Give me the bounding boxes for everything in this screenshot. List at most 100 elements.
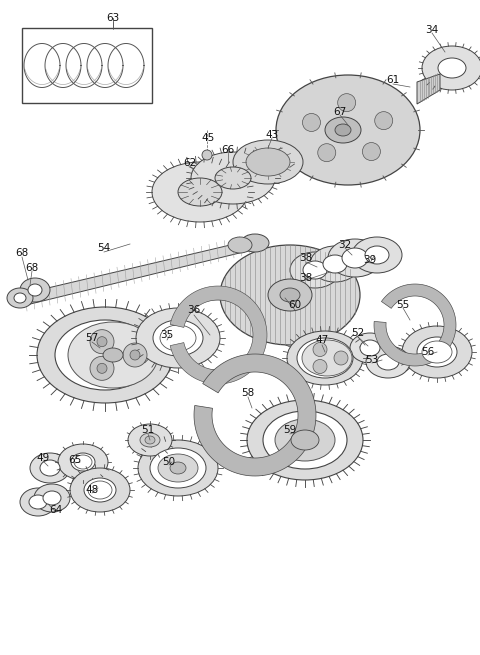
Circle shape	[90, 356, 114, 381]
Circle shape	[90, 329, 114, 354]
Ellipse shape	[302, 340, 352, 376]
Ellipse shape	[153, 320, 203, 356]
Ellipse shape	[145, 436, 155, 444]
Ellipse shape	[263, 411, 347, 469]
Ellipse shape	[402, 326, 472, 378]
Ellipse shape	[29, 495, 47, 509]
Polygon shape	[374, 284, 456, 366]
Text: 59: 59	[283, 425, 297, 435]
Ellipse shape	[438, 58, 466, 78]
Polygon shape	[417, 74, 440, 104]
Text: 61: 61	[386, 75, 400, 85]
Ellipse shape	[103, 348, 123, 362]
Circle shape	[375, 111, 393, 130]
Ellipse shape	[366, 346, 410, 378]
Text: 55: 55	[396, 300, 409, 310]
Text: 38: 38	[300, 273, 312, 283]
Ellipse shape	[325, 117, 361, 143]
Circle shape	[362, 143, 380, 160]
Text: 32: 32	[338, 240, 352, 250]
Ellipse shape	[287, 331, 363, 385]
Ellipse shape	[28, 284, 42, 296]
Ellipse shape	[30, 453, 70, 483]
Text: 68: 68	[15, 248, 29, 258]
Ellipse shape	[191, 152, 275, 204]
Circle shape	[313, 360, 327, 373]
Ellipse shape	[342, 248, 368, 268]
Text: 68: 68	[25, 263, 38, 273]
Ellipse shape	[290, 252, 340, 288]
Text: 66: 66	[221, 145, 235, 155]
Text: 56: 56	[421, 347, 434, 357]
Ellipse shape	[247, 400, 363, 480]
Circle shape	[97, 337, 107, 346]
Ellipse shape	[303, 261, 327, 279]
Text: 47: 47	[315, 335, 329, 345]
Ellipse shape	[88, 481, 112, 499]
Ellipse shape	[84, 478, 116, 502]
Ellipse shape	[20, 278, 50, 302]
Text: 39: 39	[363, 255, 377, 265]
Ellipse shape	[14, 293, 26, 303]
Text: 45: 45	[202, 133, 215, 143]
Polygon shape	[194, 354, 316, 476]
Ellipse shape	[71, 453, 95, 471]
Ellipse shape	[323, 255, 347, 273]
Circle shape	[334, 351, 348, 365]
Ellipse shape	[360, 340, 380, 356]
Ellipse shape	[297, 338, 353, 378]
Ellipse shape	[352, 237, 402, 273]
Ellipse shape	[241, 234, 269, 252]
Ellipse shape	[55, 320, 155, 390]
Text: 60: 60	[288, 300, 301, 310]
Ellipse shape	[43, 491, 61, 505]
Ellipse shape	[233, 140, 303, 184]
Circle shape	[318, 143, 336, 162]
Ellipse shape	[7, 288, 33, 308]
Ellipse shape	[20, 488, 56, 516]
Circle shape	[130, 350, 140, 360]
Text: 38: 38	[300, 253, 312, 263]
Ellipse shape	[40, 460, 60, 476]
Ellipse shape	[280, 288, 300, 302]
Circle shape	[202, 150, 212, 160]
Ellipse shape	[276, 75, 420, 185]
Ellipse shape	[34, 484, 70, 512]
Text: 65: 65	[68, 455, 82, 465]
Ellipse shape	[328, 239, 382, 277]
Ellipse shape	[68, 322, 158, 388]
Ellipse shape	[310, 246, 360, 282]
Ellipse shape	[37, 307, 173, 403]
Ellipse shape	[150, 448, 206, 488]
Polygon shape	[18, 238, 260, 307]
Text: 67: 67	[334, 107, 347, 117]
Ellipse shape	[140, 433, 160, 447]
Ellipse shape	[350, 333, 390, 363]
Text: 63: 63	[107, 13, 120, 23]
Ellipse shape	[58, 444, 108, 480]
Ellipse shape	[228, 237, 252, 253]
Ellipse shape	[417, 337, 457, 367]
Ellipse shape	[220, 245, 360, 345]
Circle shape	[302, 113, 321, 132]
Ellipse shape	[136, 308, 220, 368]
Text: 50: 50	[162, 457, 176, 467]
Ellipse shape	[377, 354, 399, 370]
Text: 36: 36	[187, 305, 201, 315]
Ellipse shape	[291, 430, 319, 450]
Ellipse shape	[158, 454, 198, 482]
Ellipse shape	[215, 167, 251, 189]
Ellipse shape	[74, 455, 92, 469]
Circle shape	[313, 343, 327, 356]
Text: 35: 35	[160, 330, 174, 340]
Ellipse shape	[160, 325, 196, 351]
Ellipse shape	[178, 178, 222, 206]
Ellipse shape	[422, 341, 452, 363]
Text: 52: 52	[351, 328, 365, 338]
Text: 58: 58	[241, 388, 254, 398]
Text: 53: 53	[365, 355, 379, 365]
Text: 49: 49	[36, 453, 49, 463]
Ellipse shape	[275, 419, 335, 461]
Text: 54: 54	[97, 243, 110, 253]
Ellipse shape	[422, 46, 480, 90]
